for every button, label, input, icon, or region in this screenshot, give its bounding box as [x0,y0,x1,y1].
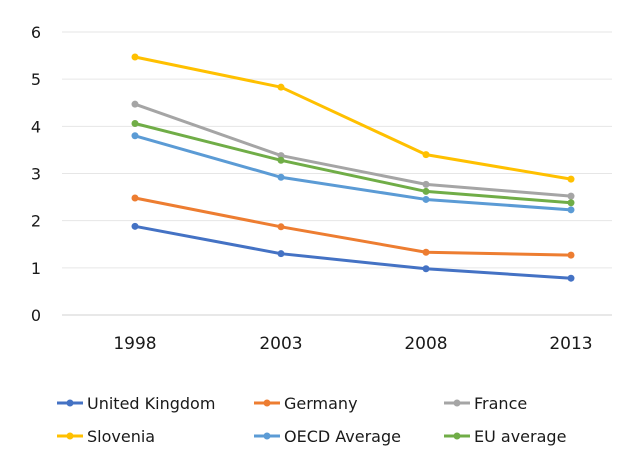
legend-item-slovenia: Slovenia [57,427,155,446]
legend-item-eu-average: EU average [444,427,566,446]
x-tick-label: 2013 [549,334,592,354]
legend-label: United Kingdom [87,394,215,413]
y-tick-label: 4 [31,117,41,136]
legend-label: EU average [474,427,566,446]
y-tick-label: 3 [31,165,41,184]
y-tick-label: 1 [31,259,41,278]
series-line-germany [133,196,573,257]
legend-item-oecd-average: OECD Average [254,427,401,446]
y-axis: 0 1 2 3 4 5 6 [31,23,41,325]
data-point-germany-1998 [131,194,139,202]
x-tick-label: 1998 [113,334,156,354]
legend-swatch-marker [66,399,74,407]
x-tick-label: 2008 [404,334,447,354]
x-axis: 1998 2003 2008 2013 [113,334,592,354]
data-point-eu-average-2003 [277,156,285,164]
data-point-slovenia-2008 [422,151,430,159]
data-point-oecd-average-2003 [277,173,285,181]
data-point-oecd-average-1998 [131,132,139,140]
data-point-united-kingdom-2003 [277,250,285,258]
legend-swatch-marker [66,432,74,440]
data-point-eu-average-2013 [567,199,575,207]
series-france [131,100,575,200]
data-point-slovenia-2013 [567,175,575,183]
legend-swatch-marker [453,399,461,407]
series-line-united-kingdom [133,224,573,280]
x-tick-label: 2003 [259,334,302,354]
series-eu-average [131,120,575,207]
series-line-oecd-average [133,134,573,212]
legend: United Kingdom Germany France Slovenia OECD … [57,394,566,446]
series-united-kingdom [131,222,575,282]
series-line-slovenia [133,55,573,181]
series-line-france [133,102,573,198]
data-point-france-2013 [567,192,575,200]
data-point-eu-average-1998 [131,120,139,128]
data-point-slovenia-1998 [131,53,139,61]
series-line-eu-average [133,122,573,205]
legend-label: OECD Average [284,427,401,446]
legend-item-united-kingdom: United Kingdom [57,394,215,413]
data-point-germany-2013 [567,251,575,259]
data-point-germany-2008 [422,248,430,256]
legend-swatch-marker [453,432,461,440]
y-tick-label: 0 [31,306,41,325]
gridlines [62,31,612,316]
legend-label: Germany [284,394,358,413]
legend-item-germany: Germany [254,394,358,413]
legend-swatch-marker [263,399,271,407]
data-point-france-1998 [131,100,139,108]
legend-swatch-marker [263,432,271,440]
y-tick-label: 2 [31,212,41,231]
data-point-united-kingdom-2013 [567,274,575,282]
y-tick-label: 5 [31,70,41,89]
y-tick-label: 6 [31,23,41,42]
data-point-germany-2003 [277,223,285,231]
legend-label: France [474,394,527,413]
data-point-united-kingdom-2008 [422,265,430,273]
data-point-eu-average-2008 [422,187,430,195]
legend-item-france: France [444,394,527,413]
series-oecd-average [131,132,575,214]
series-germany [131,194,575,259]
legend-label: Slovenia [87,427,155,446]
data-point-slovenia-2003 [277,83,285,91]
series-lines [131,53,575,282]
data-point-oecd-average-2013 [567,206,575,214]
data-point-united-kingdom-1998 [131,222,139,230]
data-point-france-2008 [422,180,430,188]
data-point-oecd-average-2008 [422,195,430,203]
series-slovenia [131,53,575,183]
